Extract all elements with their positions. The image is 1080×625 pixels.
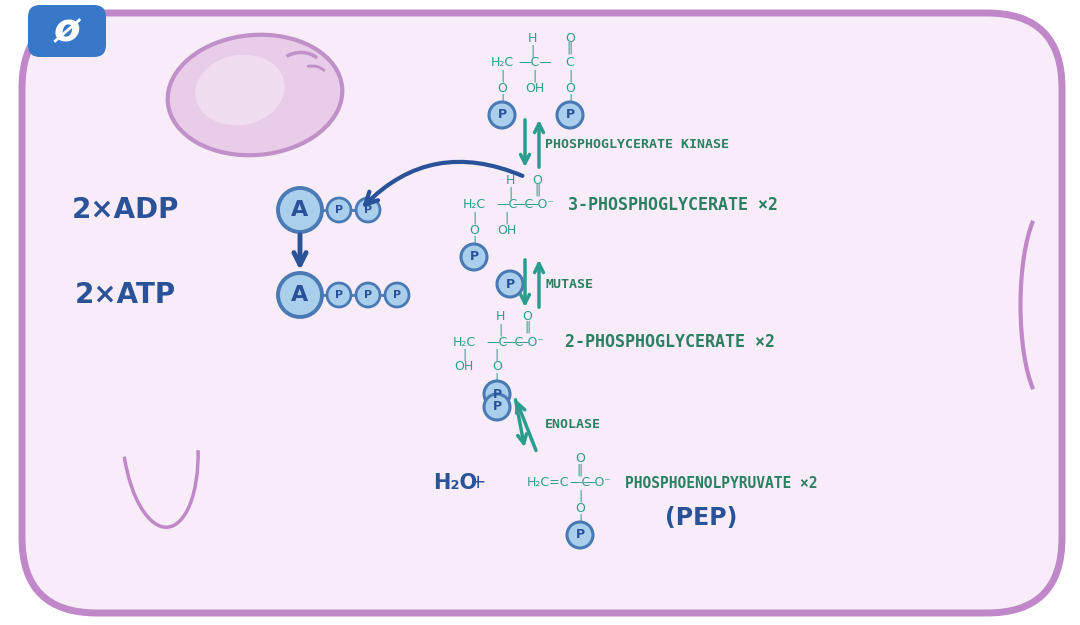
Circle shape [356,283,380,307]
Text: P: P [364,290,373,300]
Text: |: | [568,69,572,82]
Text: H: H [496,311,504,324]
Text: OH: OH [455,361,474,374]
Circle shape [489,102,515,128]
Text: ‖: ‖ [567,41,573,54]
Text: |: | [500,69,504,82]
Text: H₂C: H₂C [490,56,514,69]
Text: H₂C: H₂C [462,199,486,211]
Text: —C: —C [512,199,534,211]
Text: —C: —C [502,336,524,349]
Text: P: P [393,290,401,300]
Text: |: | [508,186,512,199]
Text: H: H [505,174,515,186]
Text: OH: OH [525,81,544,94]
Text: —O⁻: —O⁻ [515,336,544,349]
Text: |: | [578,514,582,526]
Text: O: O [532,174,542,186]
Text: ø: ø [54,11,80,49]
Text: P: P [566,109,575,121]
Text: P: P [576,529,584,541]
Text: |: | [504,211,509,224]
Ellipse shape [195,54,285,126]
Text: 3-PHOSPHOGLYCERATE ×2: 3-PHOSPHOGLYCERATE ×2 [568,196,778,214]
Text: ENOLASE: ENOLASE [545,418,600,431]
Text: P: P [505,278,514,291]
Text: |: | [472,236,476,249]
Circle shape [484,381,510,407]
Text: P: P [498,109,507,121]
Text: —O⁻: —O⁻ [582,476,611,489]
Text: H₂C: H₂C [453,336,475,349]
Text: —C: —C [486,336,508,349]
Text: |: | [495,349,499,361]
Text: P: P [364,205,373,215]
Circle shape [327,283,351,307]
Text: O: O [565,31,575,44]
Text: ‖: ‖ [577,464,583,476]
Text: ‖: ‖ [524,321,530,334]
Text: H₂C=C: H₂C=C [527,476,569,489]
Circle shape [567,522,593,548]
Text: ‖: ‖ [534,184,540,196]
Text: OH: OH [498,224,516,236]
Circle shape [557,102,583,128]
Text: PHOSPHOENOLPYRUVATE ×2: PHOSPHOENOLPYRUVATE ×2 [625,476,818,491]
FancyBboxPatch shape [28,5,106,57]
Circle shape [484,394,510,420]
FancyBboxPatch shape [22,13,1062,613]
Text: O: O [575,501,585,514]
Text: |: | [495,372,499,386]
Text: 2×ADP: 2×ADP [71,196,178,224]
Text: P: P [492,388,501,401]
Text: —C: —C [497,199,517,211]
Text: |: | [532,69,537,82]
Circle shape [278,273,322,317]
Circle shape [384,283,409,307]
Text: PHOSPHOGLYCERATE KINASE: PHOSPHOGLYCERATE KINASE [545,138,729,151]
Ellipse shape [167,35,342,155]
Text: O: O [497,81,507,94]
Text: O: O [469,224,478,236]
Text: A: A [292,200,309,220]
Circle shape [497,271,523,297]
Text: MUTASE: MUTASE [545,278,593,291]
Text: |: | [530,44,535,58]
Text: A: A [292,285,309,305]
Text: O: O [565,81,575,94]
Text: O: O [575,451,585,464]
Circle shape [356,198,380,222]
Circle shape [278,188,322,232]
Text: P: P [470,251,478,264]
Text: 2×ATP: 2×ATP [75,281,176,309]
Text: |: | [568,94,572,106]
Text: P: P [492,401,501,414]
Text: +: + [470,474,486,492]
Text: |: | [462,349,467,361]
Text: |: | [498,324,502,336]
Text: (PEP): (PEP) [665,506,738,530]
Text: —C—: —C— [518,56,552,69]
Text: P: P [335,205,343,215]
Circle shape [461,244,487,270]
Text: —C: —C [569,476,591,489]
Text: H: H [527,31,537,44]
Text: C: C [566,56,575,69]
Circle shape [327,198,351,222]
Text: |: | [578,489,582,502]
Text: |: | [472,211,476,224]
Text: O: O [522,311,532,324]
Text: O: O [492,361,502,374]
Text: —O⁻: —O⁻ [526,199,554,211]
Text: P: P [335,290,343,300]
Text: |: | [500,94,504,106]
Text: H₂O: H₂O [433,473,477,493]
Text: 2-PHOSPHOGLYCERATE ×2: 2-PHOSPHOGLYCERATE ×2 [565,333,775,351]
